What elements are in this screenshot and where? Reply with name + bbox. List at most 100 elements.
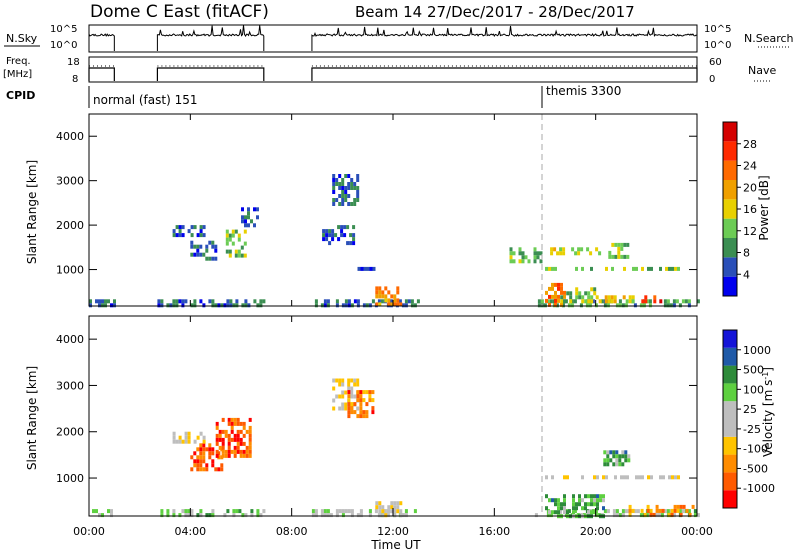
power-colorbar: 4 8 12 16 20 24 28 Power [dB] [722,121,771,297]
velocity-colorbar-segment-8 [723,347,737,366]
nsearch-label: N.Search [744,32,794,45]
power-region-7 [322,225,356,246]
power-region-5 [241,207,259,228]
velocity-colorbar-tick-6: 500 [743,364,764,377]
xtick-1: 04:00 [174,525,206,538]
freq-window-0 [88,67,115,81]
velocity-region-3 [215,417,252,458]
power-region-13 [545,282,566,307]
velocity-colorbar: -1000 -500 -100 -25 25 100 500 1000 Velocity [m… [722,329,775,509]
velocity-region-2 [190,443,224,472]
power-colorbar-segment-4 [723,199,737,219]
power-y-axis: 1000 2000 3000 4000 [56,130,697,277]
power-ytick-3: 4000 [56,130,84,143]
xtick-3: 12:00 [377,525,409,538]
nsky-panel: N.Sky 10^5 10^0 10^5 10^0 N.Search [4,24,794,53]
velocity-colorbar-tick-4: 25 [743,403,757,416]
velocity-y-axis: 1000 2000 3000 4000 [56,333,697,485]
time-x-axis: 00:00 04:00 08:00 12:00 16:00 20:00 00:00 [73,114,713,538]
power-colorbar-segment-1 [723,257,737,277]
velocity-region-0 [92,509,113,518]
velocity-region-13 [628,504,695,517]
velocity-region-1 [160,509,266,518]
power-region-1 [157,299,266,308]
power-region-16 [545,266,680,271]
velocity-ytick-0: 1000 [56,472,84,485]
power-ytick-1: 2000 [56,219,84,232]
power-colorbar-label: Power [dB] [757,175,771,240]
freq-window-1 [156,67,265,81]
velocity-colorbar-segment-9 [723,330,737,348]
velocity-colorbar-segment-6 [723,383,737,402]
freq-label-2: [MHz] [3,69,32,80]
velocity-colorbar-segment-3 [723,436,737,455]
beam-info: Beam 14 27/Dec/2017 - 28/Dec/2017 [355,3,635,21]
velocity-colorbar-tick-3: -25 [743,423,761,436]
velocity-region-4 [172,431,206,444]
velocity-colorbar-tick-1: -500 [743,462,768,475]
nsky-window-0 [88,32,115,51]
nsky-tick-low: 10^0 [50,40,77,51]
nsearch-tick-low: 10^0 [704,40,731,51]
power-region-4 [225,229,247,258]
nave-label: Nave [748,64,776,77]
freq-label-1: Freq. [6,56,31,67]
power-region-2 [172,225,206,238]
velocity-colorbar-segment-4 [723,419,737,437]
cpid-label: CPID [6,89,35,102]
power-panel: 1000 2000 3000 4000 Slant Range [km] [25,113,700,308]
power-region-19 [595,295,635,304]
velocity-colorbar-tick-7: 1000 [743,344,771,357]
power-colorbar-segment-8 [723,122,737,142]
power-colorbar-segment-5 [723,180,737,200]
power-region-6 [332,174,360,206]
velocity-ylabel: Slant Range [km] [25,366,39,470]
velocity-ytick-1: 2000 [56,426,84,439]
velocity-colorbar-segment-2 [723,454,737,473]
nsky-trace [88,25,698,51]
velocity-panel: 1000 2000 3000 4000 Slant Range [km] 00:00 0… [25,114,713,552]
power-colorbar-segment-2 [723,238,737,258]
velocity-ytick-2: 3000 [56,379,84,392]
freq-panel: Freq. [MHz] 18 8 60 0 Nave [3,56,776,85]
xtick-4: 16:00 [478,525,510,538]
velocity-region-6 [347,390,375,419]
cpid-strip: CPID normal (fast) 151 themis 3300 [6,84,621,108]
power-ytick-2: 3000 [56,175,84,188]
power-region-0 [89,299,116,308]
power-region-18 [641,295,663,304]
power-region-17 [608,242,630,259]
xtick-0: 00:00 [73,525,105,538]
velocity-data-cells [92,378,700,519]
velocity-colorbar-segment-7 [723,365,737,384]
nave-tick-high: 60 [709,57,722,68]
power-data-cells [89,174,700,308]
velocity-ytick-3: 4000 [56,333,84,346]
power-colorbar-segment-3 [723,218,737,238]
power-colorbar-tick-1: 8 [743,247,750,260]
power-colorbar-tick-5: 24 [743,160,757,173]
power-colorbar-segment-0 [723,276,737,296]
nsearch-tick-high: 10^5 [704,24,731,35]
power-colorbar-tick-4: 20 [743,181,757,194]
power-colorbar-segment-7 [723,141,737,161]
cpid-segment-1: normal (fast) 151 [93,93,197,107]
nsky-tick-high: 10^5 [50,24,77,35]
velocity-colorbar-tick-2: -100 [743,443,768,456]
velocity-colorbar-segment-1 [723,472,737,491]
freq-tick-high: 18 [67,57,80,68]
velocity-colorbar-tick-5: 100 [743,383,764,396]
xtick-6: 00:00 [681,525,713,538]
power-colorbar-tick-3: 16 [743,203,757,216]
power-colorbar-tick-6: 28 [743,138,757,151]
freq-trace [88,65,698,81]
power-region-3 [190,240,218,261]
power-region-11 [509,247,543,264]
nsky-window-1 [156,25,265,51]
velocity-region-8 [375,501,403,518]
nsky-window-2 [311,25,698,51]
power-colorbar-tick-0: 4 [743,268,750,281]
xaxis-label: Time UT [370,538,421,552]
xtick-5: 20:00 [580,525,612,538]
